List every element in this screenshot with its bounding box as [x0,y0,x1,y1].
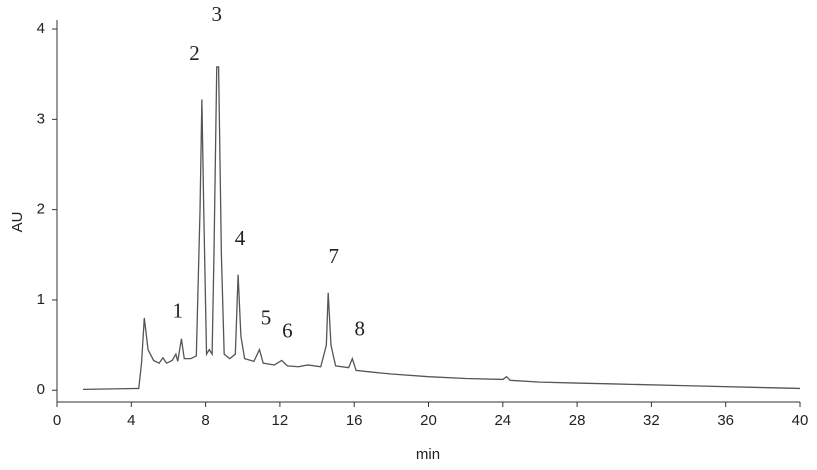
peak-label: 2 [189,41,200,65]
y-tick-label: 3 [37,110,45,127]
peak-label: 7 [329,244,340,268]
peak-label: 3 [211,2,222,26]
peak-label: 1 [172,298,183,322]
y-tick-label: 4 [37,20,45,37]
y-tick-label: 1 [37,291,45,308]
x-tick-label: 16 [346,412,363,429]
x-tick-label: 12 [272,412,289,429]
x-tick-label: 32 [643,412,660,429]
peak-label: 5 [261,306,272,330]
x-tick-label: 28 [569,412,586,429]
chart: min AU 01234048121620242832364012345678 [0,0,817,470]
x-tick-label: 0 [53,412,61,429]
x-tick-label: 40 [792,412,809,429]
x-tick-label: 24 [494,412,511,429]
y-tick-label: 0 [37,381,45,398]
x-tick-label: 36 [717,412,734,429]
trace-line [83,67,800,389]
y-axis-label: AU [9,212,26,233]
x-tick-label: 20 [420,412,437,429]
peak-label: 8 [355,316,366,340]
x-axis-label: min [416,446,440,463]
peak-label: 4 [235,226,246,250]
y-tick-label: 2 [37,201,45,218]
peak-label: 6 [282,318,293,342]
x-tick-label: 4 [127,412,135,429]
x-tick-label: 8 [201,412,209,429]
